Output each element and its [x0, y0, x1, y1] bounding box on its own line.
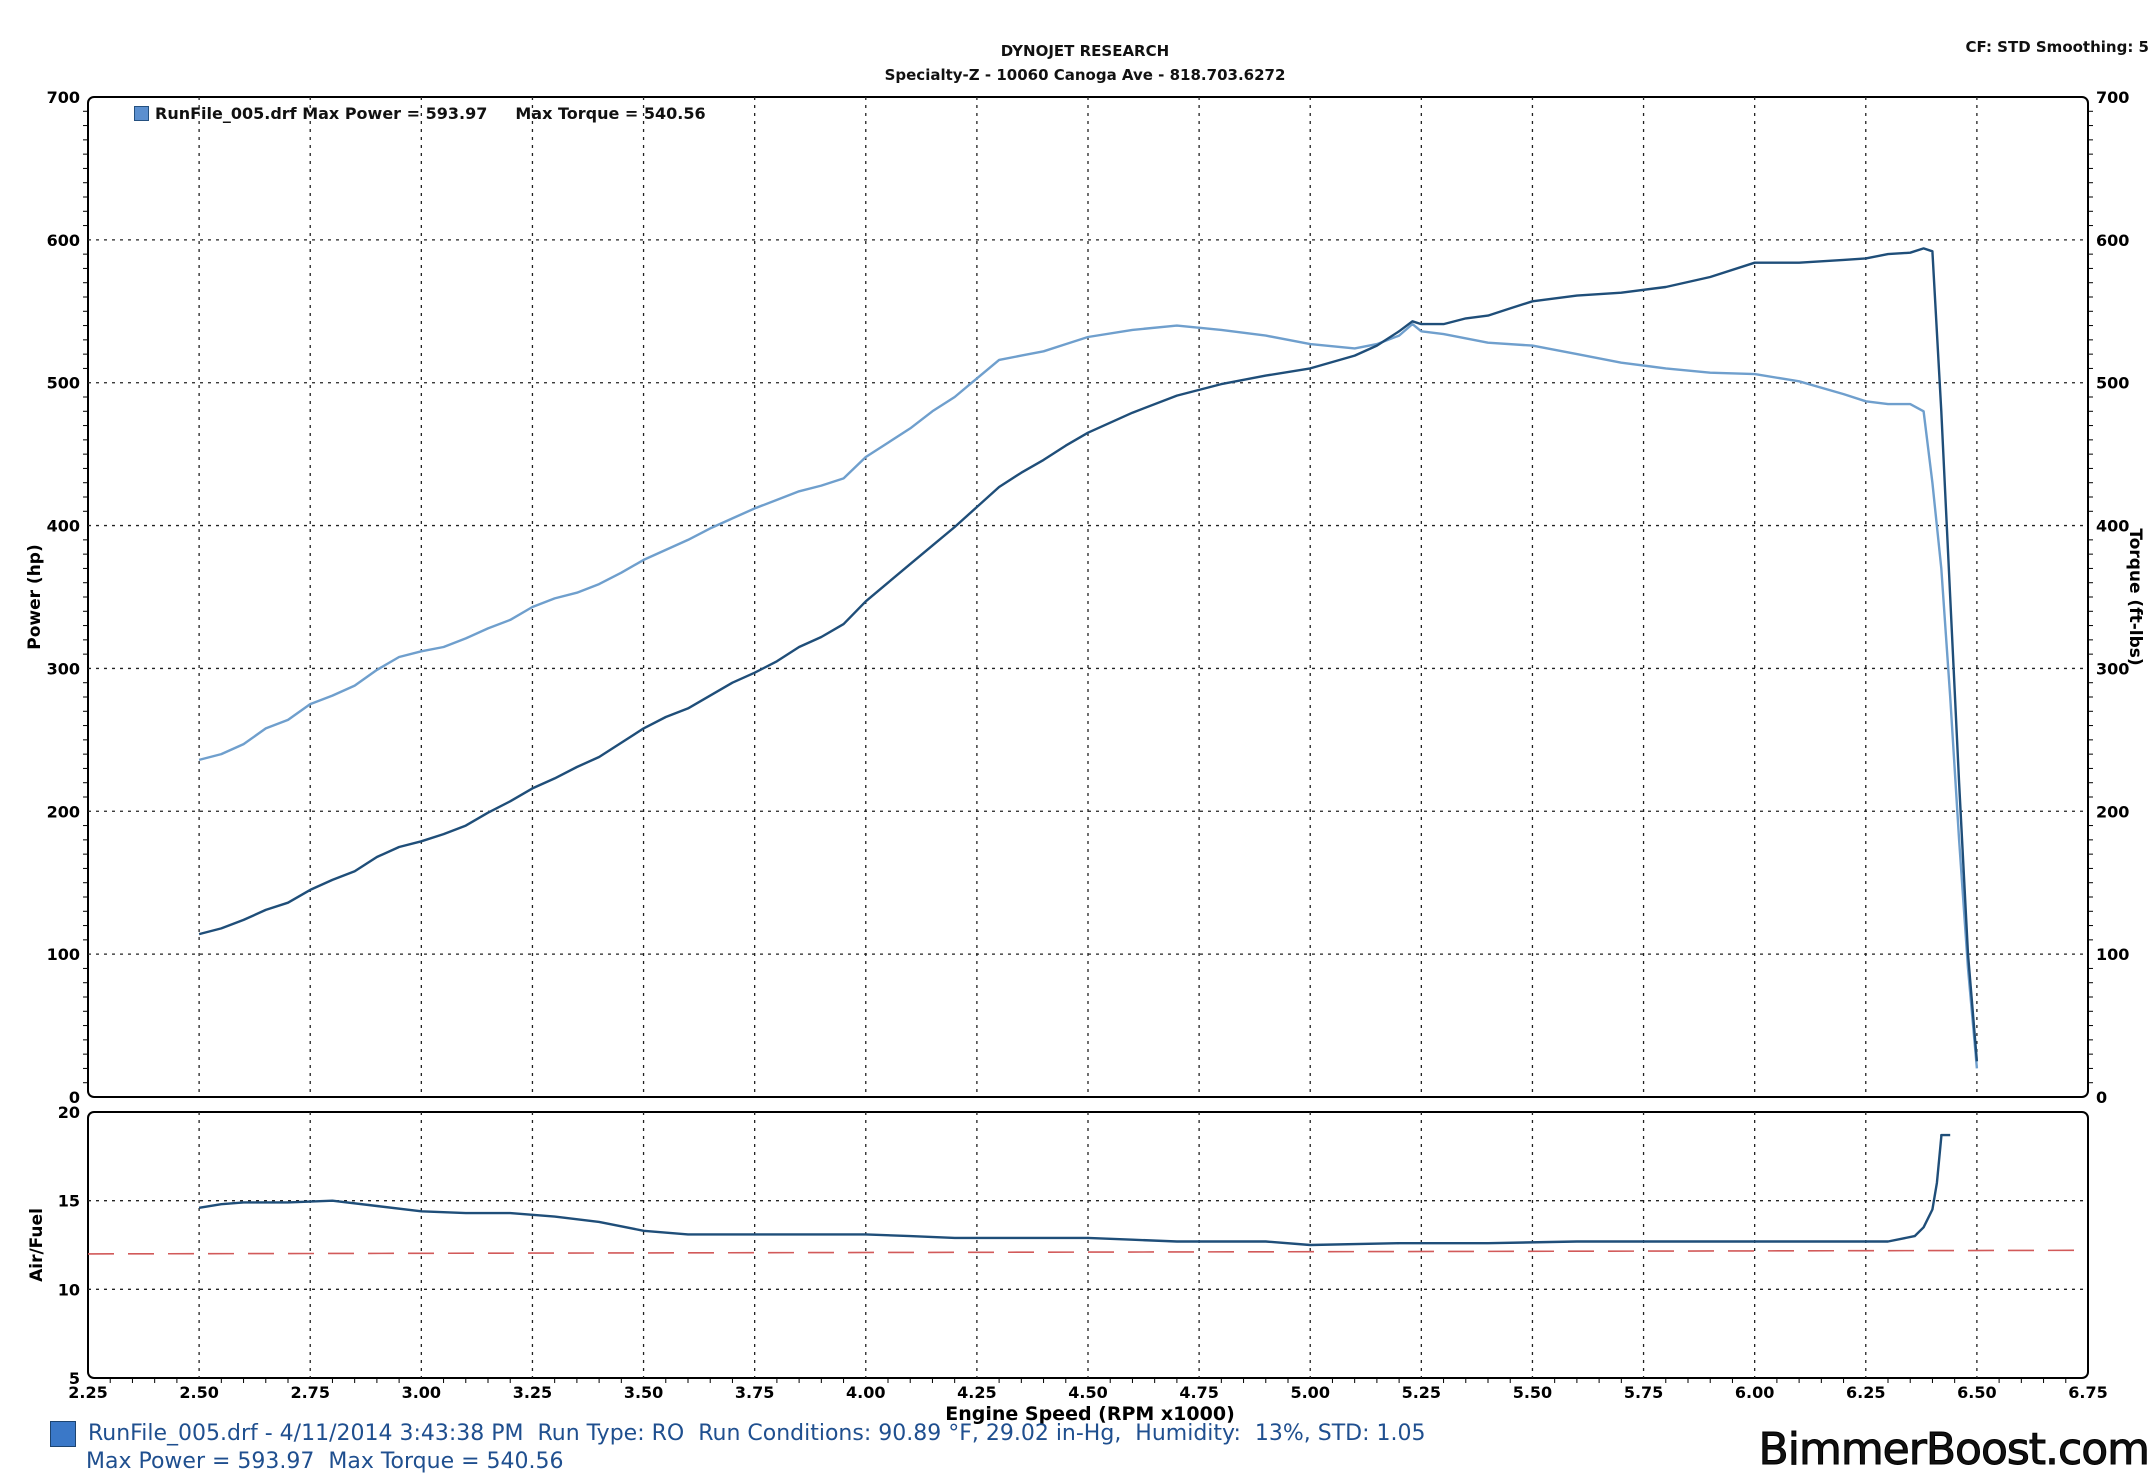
x-tick-label: 3.75	[735, 1383, 774, 1402]
y-tick-label-right: 300	[2096, 659, 2129, 678]
y-tick-label-right: 100	[2096, 945, 2129, 964]
run-info-line2: Max Power = 593.97 Max Torque = 540.56	[86, 1449, 564, 1474]
x-tick-label: 2.25	[68, 1383, 107, 1402]
x-tick-label: 6.75	[2068, 1383, 2107, 1402]
y-tick-label-right: 400	[2096, 517, 2129, 536]
y-tick-label-left: 200	[47, 802, 80, 821]
tick-labels: 2.25 2.50 2.75 3.00 3.25 3.50 3.75 4.00 4.25 4.50…	[47, 88, 2130, 1402]
legend: RunFile_005.drf Max Power = 593.97 Max T…	[134, 104, 706, 123]
x-tick-label: 3.50	[624, 1383, 663, 1402]
afr-plot-grid	[87, 1111, 2089, 1379]
y-tick-label-right: 200	[2096, 802, 2129, 821]
main-plot-grid	[87, 96, 2089, 1098]
power-series-line	[198, 247, 1979, 1062]
header-company: DYNOJET RESEARCH	[1000, 42, 1170, 60]
afr-tick-label: 10	[58, 1280, 80, 1299]
x-tick-label: 4.50	[1068, 1383, 1107, 1402]
y-axis-label-power: Power (hp)	[25, 544, 45, 650]
x-tick-label: 5.25	[1402, 1383, 1441, 1402]
y-tick-label-left: 0	[69, 1088, 80, 1107]
y-tick-label-left: 100	[47, 945, 80, 964]
x-tick-label: 6.00	[1735, 1383, 1774, 1402]
x-tick-label: 6.50	[1957, 1383, 1996, 1402]
y-tick-label-left: 300	[47, 659, 80, 678]
y-axis-label-afr: Air/Fuel	[27, 1208, 47, 1282]
x-tick-label: 5.50	[1513, 1383, 1552, 1402]
y-tick-label-right: 600	[2096, 231, 2129, 250]
afr-target-line	[87, 1249, 2089, 1255]
series-layer	[87, 247, 2089, 1255]
x-tick-label: 3.00	[402, 1383, 441, 1402]
x-tick-label: 5.00	[1290, 1383, 1329, 1402]
run-swatch	[50, 1421, 76, 1447]
x-tick-label: 4.75	[1179, 1383, 1218, 1402]
y-tick-label-right: 0	[2096, 1088, 2107, 1107]
x-tick-label: 2.50	[179, 1383, 218, 1402]
torque-series-line	[198, 322, 1979, 1069]
legend-run: RunFile_005.drf Max Power = 593.97	[155, 104, 488, 123]
y-tick-label-right: 700	[2096, 88, 2129, 107]
x-tick-label: 6.25	[1846, 1383, 1885, 1402]
legend-torque: Max Torque = 540.56	[515, 104, 706, 123]
x-axis-label: Engine Speed (RPM x1000)	[945, 1403, 1235, 1425]
afr-series-line	[198, 1133, 1951, 1247]
x-tick-label: 2.75	[290, 1383, 329, 1402]
run-info-footer: RunFile_005.drf - 4/11/2014 3:43:38 PM R…	[50, 1420, 1425, 1476]
y-tick-label-right: 500	[2096, 374, 2129, 393]
header-shop: Specialty-Z - 10060 Canoga Ave - 818.703…	[884, 66, 1286, 84]
y-tick-label-left: 500	[47, 374, 80, 393]
watermark: BimmerBoost.com	[1758, 1424, 2150, 1476]
afr-tick-label: 5	[69, 1369, 80, 1388]
y-axis-label-torque: Torque (ft-lbs)	[2125, 528, 2145, 665]
x-tick-label: 3.25	[513, 1383, 552, 1402]
run-info-line1: RunFile_005.drf - 4/11/2014 3:43:38 PM R…	[88, 1421, 1426, 1446]
afr-tick-label: 15	[58, 1192, 80, 1211]
x-tick-label: 4.25	[957, 1383, 996, 1402]
y-tick-label-left: 700	[47, 88, 80, 107]
y-tick-label-left: 600	[47, 231, 80, 250]
header-corner: CF: STD Smoothing: 5	[1965, 38, 2149, 56]
y-tick-label-left: 400	[47, 517, 80, 536]
legend-swatch	[134, 106, 149, 121]
afr-tick-label: 20	[58, 1103, 80, 1122]
x-tick-label: 5.75	[1624, 1383, 1663, 1402]
x-tick-label: 4.00	[846, 1383, 885, 1402]
